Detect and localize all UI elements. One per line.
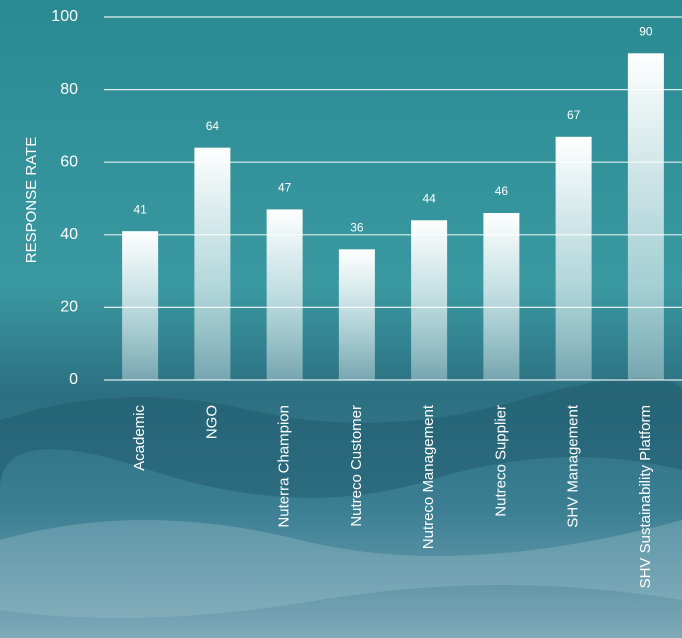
y-tick-label: 20: [60, 299, 78, 316]
value-label: 44: [422, 191, 436, 205]
y-tick-label: 0: [69, 371, 78, 388]
y-tick-label: 60: [60, 153, 78, 170]
value-label: 47: [278, 181, 292, 195]
bar: [194, 147, 231, 380]
bar: [555, 136, 592, 380]
x-tick-label: SHV Sustainability Platform: [637, 405, 654, 588]
value-label: 64: [206, 119, 220, 133]
y-tick-label: 100: [51, 8, 78, 25]
bar: [122, 231, 159, 380]
y-axis-label: RESPONSE RATE: [23, 137, 40, 263]
value-label: 41: [133, 202, 147, 216]
bar: [627, 53, 664, 381]
x-tick-label: Nuterra Champion: [276, 405, 293, 528]
wave: [0, 377, 682, 498]
x-tick-label: SHV Management: [565, 404, 582, 527]
x-tick-label: Nutreco Management: [420, 404, 437, 549]
x-tick-label: Academic: [131, 405, 148, 471]
x-tick-label: NGO: [203, 405, 220, 439]
value-label: 67: [567, 108, 581, 122]
x-tick-label: Nutreco Customer: [348, 405, 365, 527]
wave: [0, 520, 682, 618]
value-label: 46: [495, 184, 509, 198]
y-tick-label: 80: [60, 81, 78, 98]
bar: [338, 249, 375, 380]
bar: [483, 213, 520, 380]
value-label: 90: [639, 24, 653, 38]
y-tick-label: 40: [60, 226, 78, 243]
bar: [411, 220, 448, 380]
bar: [266, 209, 303, 380]
value-label: 36: [350, 220, 364, 234]
x-tick-label: Nutreco Supplier: [492, 405, 509, 517]
